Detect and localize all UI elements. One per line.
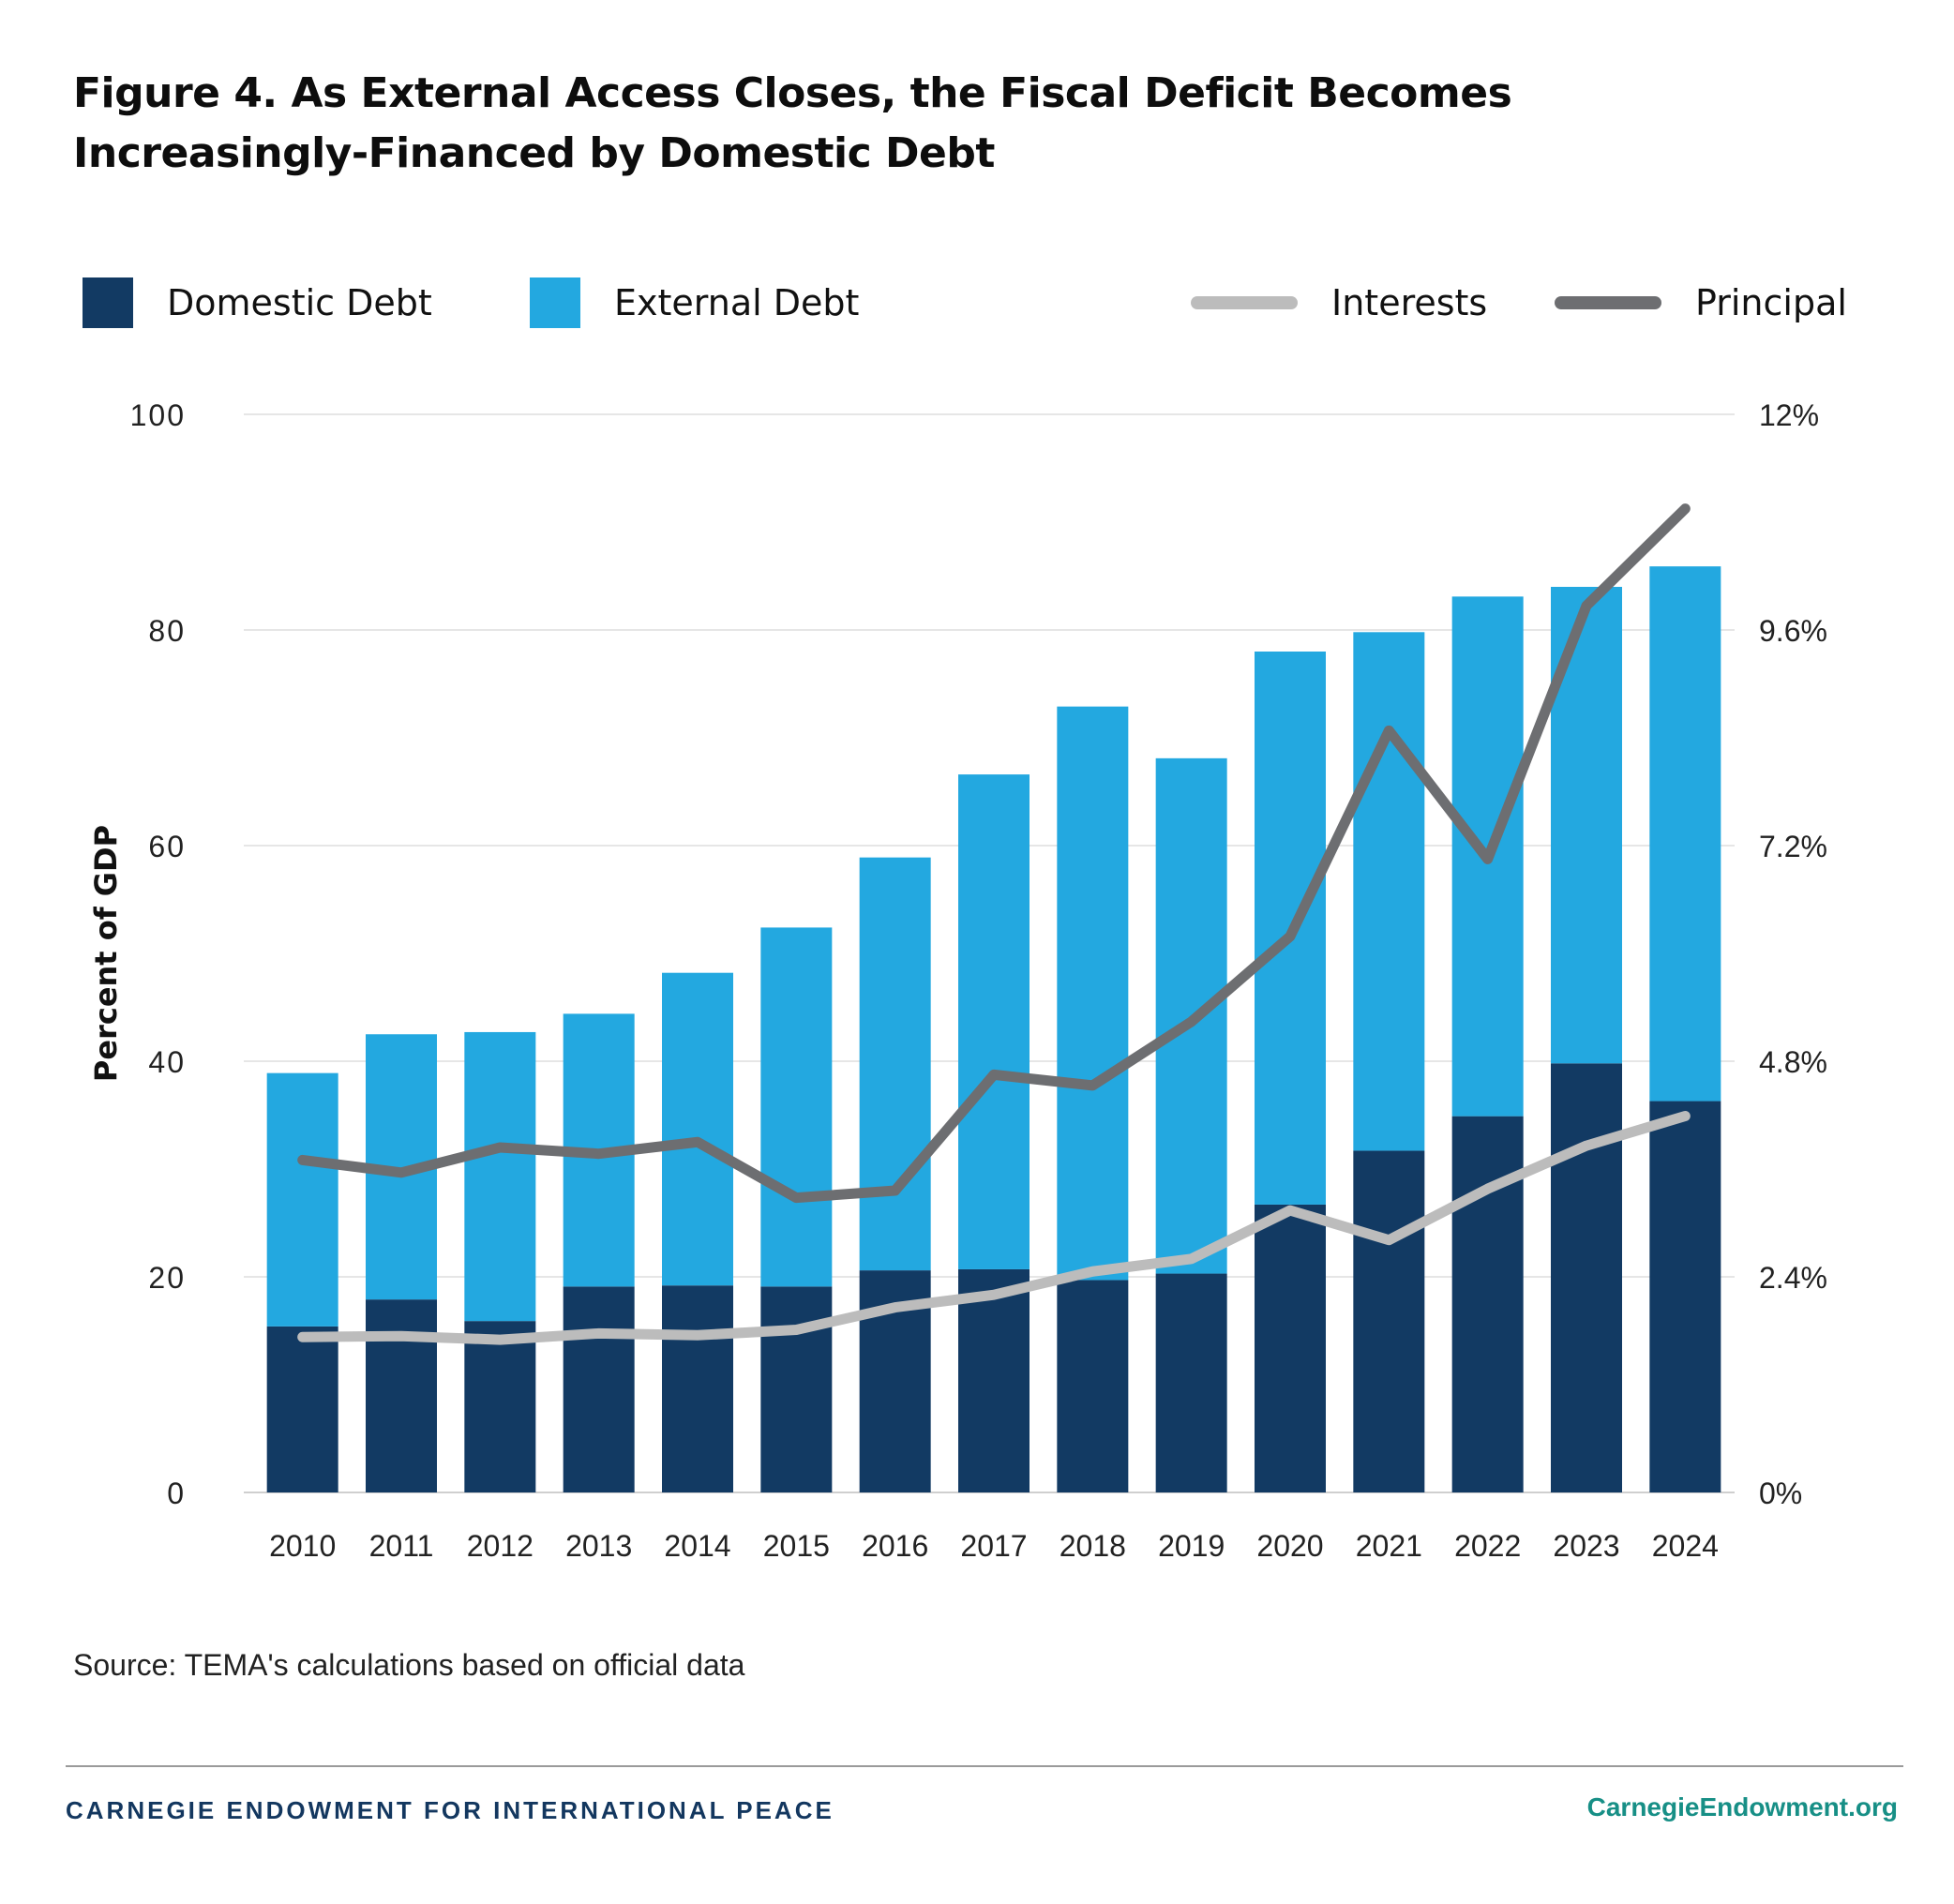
bar-domestic-debt — [1155, 1273, 1227, 1492]
x-tick-label: 2014 — [664, 1529, 730, 1563]
bar-external-debt — [1353, 632, 1425, 1151]
point-principal — [1387, 728, 1391, 733]
legend-label-domestic: Domestic Debt — [167, 282, 432, 323]
y2-tick-label: 9.6% — [1759, 614, 1827, 648]
point-principal — [794, 1195, 799, 1200]
point-interests — [794, 1327, 799, 1332]
point-principal — [1189, 1019, 1194, 1024]
bar-external-debt — [464, 1031, 536, 1322]
point-principal — [1090, 1083, 1095, 1087]
bar-external-debt — [760, 927, 833, 1287]
y2-tick-label: 2.4% — [1759, 1261, 1827, 1295]
bar-domestic-debt — [1353, 1150, 1425, 1492]
source-note: Source: TEMA's calculations based on off… — [73, 1648, 745, 1682]
bar-external-debt — [1649, 566, 1721, 1102]
x-tick-label: 2023 — [1553, 1529, 1619, 1563]
point-interests — [696, 1333, 699, 1338]
point-principal — [992, 1072, 996, 1077]
x-tick-label: 2017 — [960, 1529, 1027, 1563]
point-interests — [893, 1305, 897, 1310]
point-principal — [399, 1170, 403, 1175]
y2-tick-label: 12% — [1759, 398, 1819, 432]
bar-domestic-debt — [760, 1286, 833, 1492]
legend-line-principal — [1555, 296, 1661, 309]
point-interests — [1090, 1269, 1095, 1274]
point-interests — [1485, 1187, 1490, 1192]
x-tick-label: 2015 — [763, 1529, 830, 1563]
x-tick-label: 2011 — [369, 1529, 434, 1563]
y-axis-title: Percent of GDP — [88, 825, 124, 1082]
legend-swatch-external — [530, 277, 580, 328]
point-interests — [399, 1334, 403, 1339]
point-interests — [596, 1331, 601, 1336]
x-tick-label: 2018 — [1060, 1529, 1126, 1563]
point-interests — [1288, 1208, 1292, 1213]
bar-domestic-debt — [958, 1268, 1030, 1492]
y-tick-label: 80 — [148, 614, 186, 648]
legend-swatch-domestic — [83, 277, 133, 328]
y-tick-label: 20 — [148, 1261, 186, 1295]
point-principal — [1683, 506, 1688, 511]
point-interests — [1189, 1256, 1194, 1261]
legend-label-external: External Debt — [614, 282, 860, 323]
point-principal — [696, 1140, 699, 1145]
bar-domestic-debt — [464, 1321, 536, 1492]
point-principal — [893, 1189, 897, 1192]
legend-item-principal: Principal — [1555, 270, 1847, 336]
bar-external-debt — [859, 857, 931, 1271]
bar-domestic-debt — [1057, 1280, 1129, 1492]
footer-url[interactable]: CarnegieEndowment.org — [1586, 1792, 1898, 1822]
bar-domestic-debt — [1255, 1204, 1326, 1492]
x-tick-label: 2020 — [1256, 1529, 1323, 1563]
bar-external-debt — [958, 774, 1030, 1269]
y-tick-label: 0 — [167, 1477, 186, 1510]
legend-item-interests: Interests — [1191, 270, 1487, 336]
legend-item-domestic: Domestic Debt — [83, 270, 432, 336]
x-tick-label: 2012 — [467, 1529, 534, 1563]
legend-item-external: External Debt — [530, 270, 859, 336]
legend-label-interests: Interests — [1331, 282, 1488, 323]
chart-canvas: 0 0% 20 2.4% 40 4.8% 60 7.2% 80 9.6% 100 12% Percent… — [88, 398, 1827, 1563]
bar-external-debt — [266, 1072, 338, 1327]
x-tick-label: 2016 — [862, 1529, 928, 1563]
point-principal — [1585, 604, 1588, 608]
x-tick-label: 2021 — [1356, 1529, 1422, 1563]
bar-external-debt — [662, 972, 733, 1286]
legend-label-principal: Principal — [1695, 282, 1847, 323]
x-tick-label: 2022 — [1454, 1529, 1521, 1563]
point-principal — [498, 1146, 503, 1149]
bar-domestic-debt — [266, 1326, 338, 1492]
bar-external-debt — [1057, 706, 1129, 1281]
x-tick-label: 2010 — [269, 1529, 336, 1563]
legend: Domestic Debt External Debt Interests Pr… — [0, 270, 1954, 336]
legend-line-interests — [1191, 296, 1298, 309]
y2-tick-label: 7.2% — [1759, 830, 1827, 863]
bar-domestic-debt — [1649, 1101, 1721, 1492]
point-interests — [498, 1338, 503, 1342]
y2-tick-label: 4.8% — [1759, 1045, 1827, 1079]
chart-title: Figure 4. As External Access Closes, the… — [73, 69, 1512, 177]
point-interests — [300, 1335, 305, 1340]
x-tick-label: 2019 — [1158, 1529, 1225, 1563]
bar-domestic-debt — [662, 1285, 733, 1492]
point-interests — [1387, 1237, 1391, 1242]
y-tick-label: 40 — [148, 1045, 186, 1079]
point-principal — [596, 1151, 601, 1156]
footer-org: CARNEGIE ENDOWMENT FOR INTERNATIONAL PEA… — [66, 1796, 834, 1824]
point-interests — [992, 1293, 996, 1297]
footer-divider — [66, 1765, 1903, 1767]
bar-domestic-debt — [1551, 1063, 1622, 1492]
point-interests — [1683, 1114, 1688, 1118]
bar-domestic-debt — [366, 1299, 437, 1492]
x-tick-label: 2024 — [1652, 1529, 1719, 1563]
point-principal — [1288, 934, 1292, 938]
bar-domestic-debt — [563, 1286, 635, 1492]
y-tick-label: 60 — [148, 830, 186, 863]
point-principal — [300, 1158, 305, 1162]
y2-tick-label: 0% — [1759, 1477, 1802, 1510]
point-interests — [1585, 1144, 1588, 1148]
x-tick-label: 2013 — [565, 1529, 632, 1563]
y-tick-label: 100 — [130, 398, 186, 432]
point-principal — [1485, 857, 1490, 862]
